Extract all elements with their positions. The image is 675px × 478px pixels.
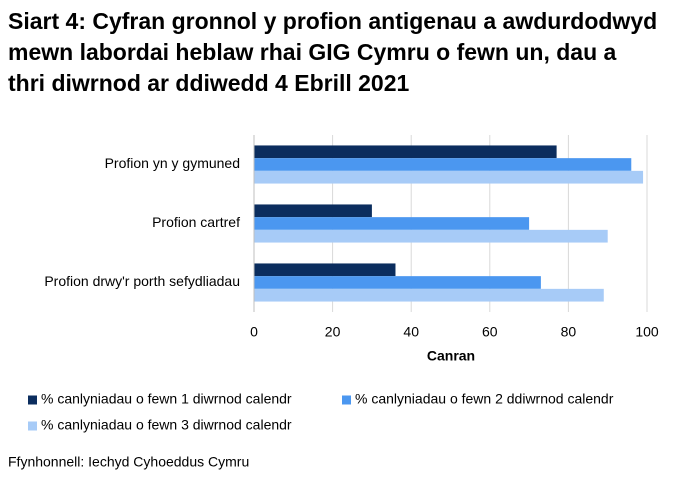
legend-swatch: [342, 395, 351, 405]
x-tick-label: 40: [403, 324, 419, 340]
legend-swatch: [28, 421, 37, 431]
bar: [254, 204, 372, 218]
x-tick-label: 80: [561, 324, 577, 340]
y-tick-label: Profion yn y gymuned: [105, 155, 240, 171]
legend-label: % canlyniadau o fewn 2 ddiwrnod calendr: [355, 391, 614, 407]
bar: [254, 229, 608, 243]
legend-label: % canlyniadau o fewn 1 diwrnod calendr: [41, 391, 292, 407]
bar: [254, 288, 604, 302]
chart-title: Siart 4: Cyfran gronnol y profion antige…: [8, 8, 658, 96]
bar: [254, 276, 541, 289]
source: Ffynhonnell: Iechyd Cyhoeddus Cymru: [8, 454, 249, 470]
x-tick-label: 0: [250, 324, 258, 340]
bar: [254, 158, 632, 171]
x-tick-label: 60: [482, 324, 498, 340]
bar: [254, 145, 557, 159]
x-tick-label: 100: [635, 324, 659, 340]
x-axis-label: Canran: [427, 348, 475, 364]
bar: [254, 217, 530, 230]
y-tick-label: Profion drwy'r porth sefydliadau: [44, 273, 240, 289]
bar: [254, 263, 396, 277]
legend-swatch: [28, 395, 37, 405]
x-tick-label: 20: [325, 324, 341, 340]
bar: [254, 170, 644, 184]
y-tick-label: Profion cartref: [152, 214, 240, 230]
legend-label: % canlyniadau o fewn 3 diwrnod calendr: [41, 417, 292, 433]
